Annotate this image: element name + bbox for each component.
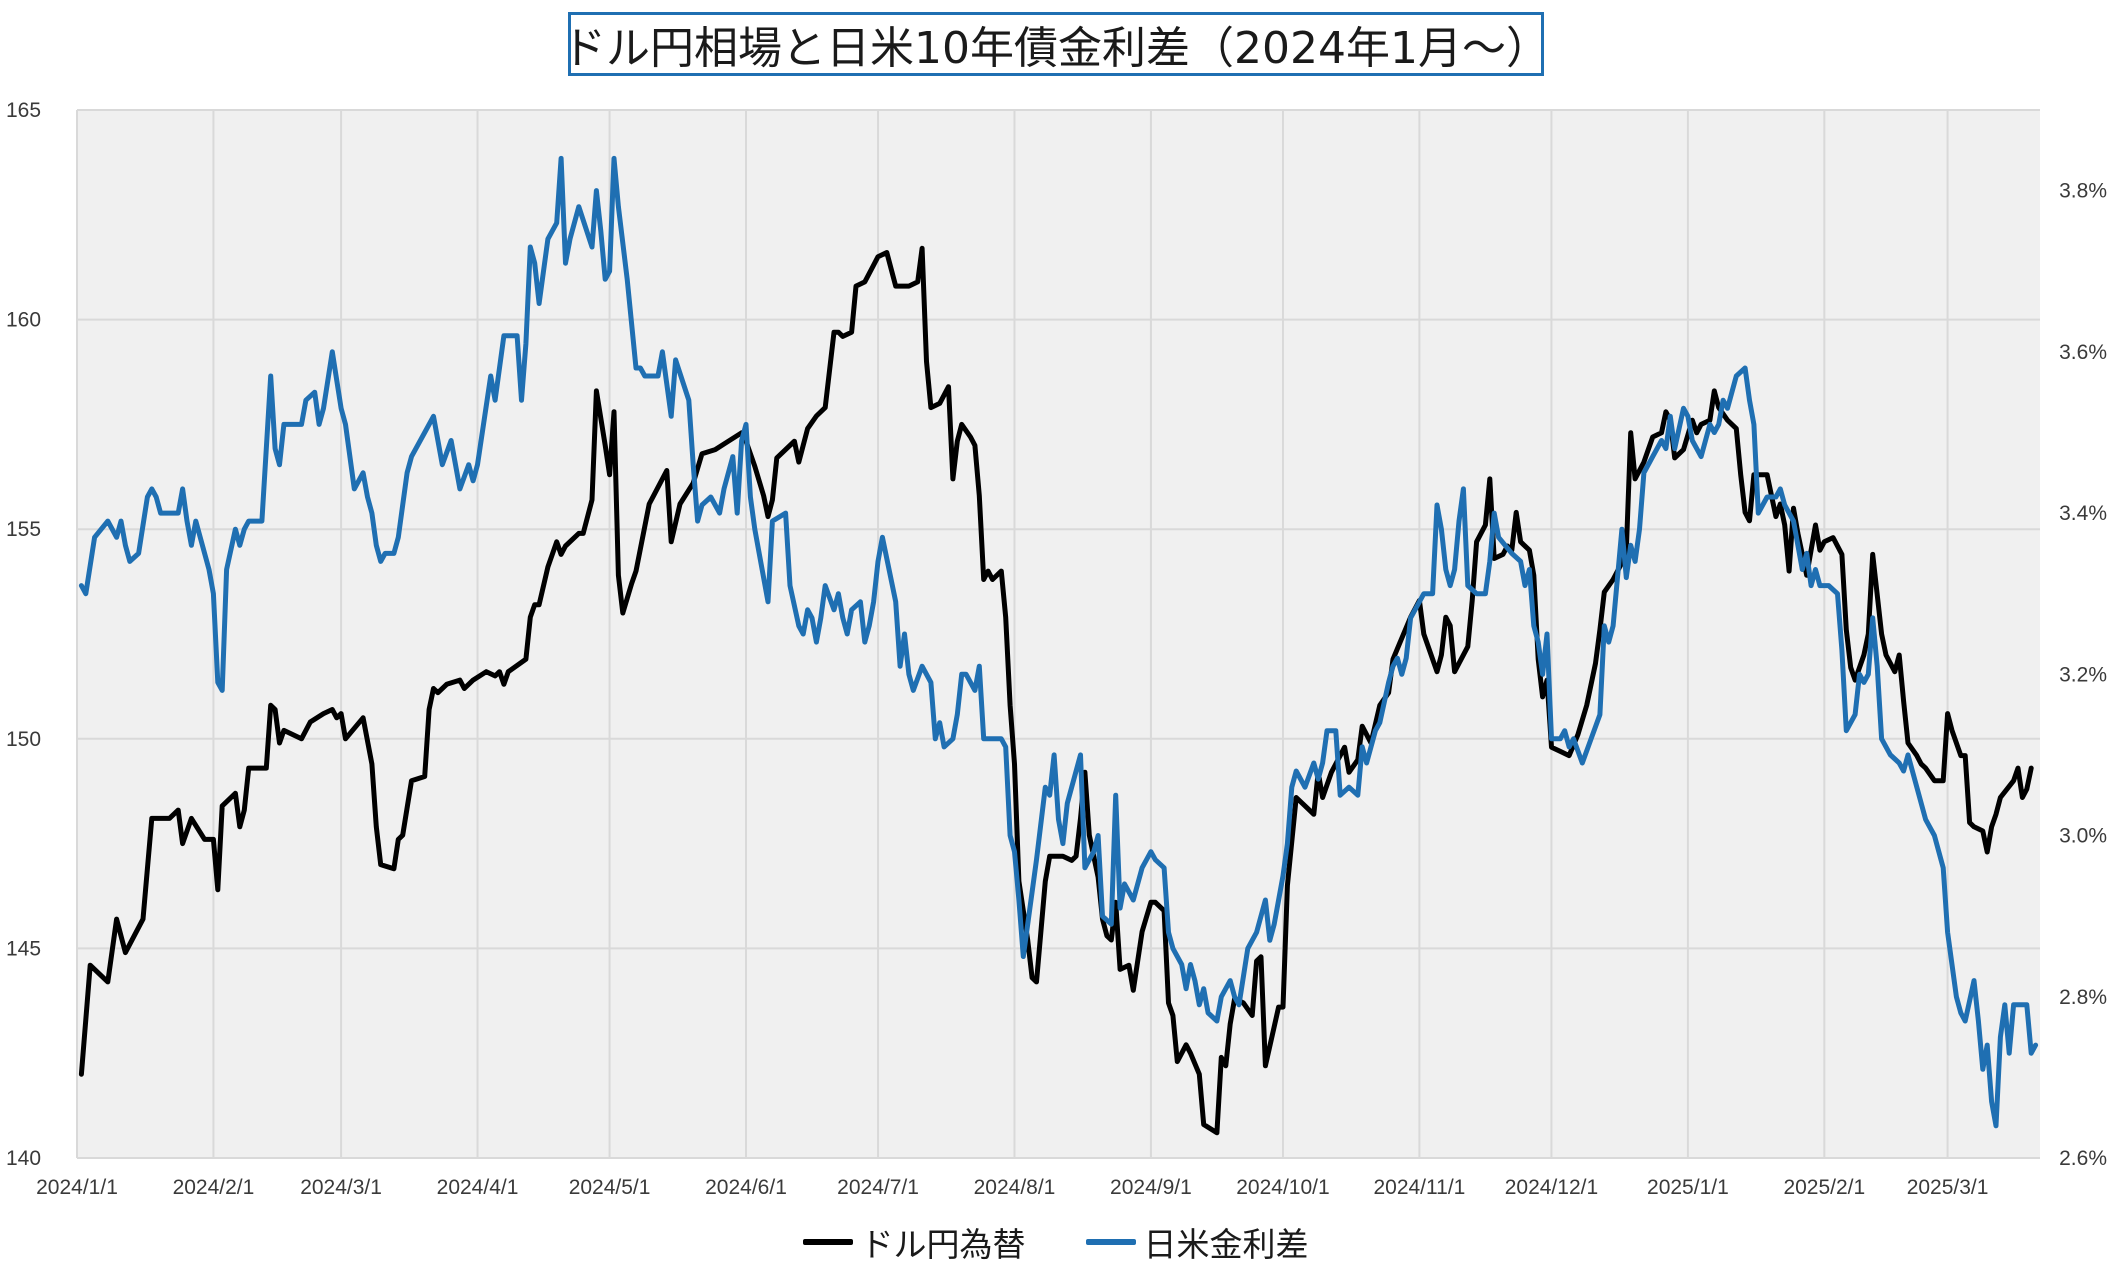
y-left-tick-label: 155	[6, 518, 41, 541]
y-right-tick-label: 3.0%	[2059, 825, 2107, 848]
x-tick-label: 2024/1/1	[36, 1176, 118, 1199]
y-left-tick-label: 145	[6, 937, 41, 960]
x-tick-label: 2024/12/1	[1505, 1176, 1598, 1199]
series-line-rate-diff	[78, 155, 2039, 1129]
x-tick-label: 2024/10/1	[1236, 1176, 1329, 1199]
y-axis-right: 2.6% 2.8% 3.0% 3.2% 3.4% 3.6% 3.8%	[2059, 180, 2107, 1170]
x-tick-label: 2024/4/1	[437, 1176, 519, 1199]
series-line-usdjpy	[78, 245, 2034, 1136]
legend-label-rate-diff: 日米金利差	[1143, 1225, 1309, 1264]
x-tick-label: 2024/2/1	[173, 1176, 255, 1199]
x-tick-label: 2024/3/1	[300, 1176, 382, 1199]
y-left-tick-label: 165	[6, 99, 41, 122]
grid	[76, 109, 2040, 1159]
legend-swatch-usdjpy	[802, 1239, 853, 1245]
x-tick-label: 2024/7/1	[837, 1176, 919, 1199]
x-tick-label: 2024/6/1	[705, 1176, 787, 1199]
x-tick-label: 2024/5/1	[569, 1176, 651, 1199]
x-tick-label: 2024/8/1	[974, 1176, 1056, 1199]
plot-area	[77, 110, 2040, 1158]
legend-swatch-rate-diff	[1085, 1239, 1136, 1245]
y-axis-left: 140 145 150 155 160 165	[6, 99, 41, 1170]
legend-item-usdjpy: ドル円為替	[802, 1218, 1026, 1266]
x-tick-label: 2025/2/1	[1783, 1176, 1865, 1199]
chart-title: ドル円相場と日米10年債金利差（2024年1月～）	[562, 12, 1550, 76]
y-right-tick-label: 2.6%	[2059, 1147, 2107, 1170]
x-tick-label: 2025/3/1	[1907, 1176, 1989, 1199]
y-right-tick-label: 2.8%	[2059, 986, 2107, 1009]
x-tick-label: 2024/9/1	[1110, 1176, 1192, 1199]
y-right-tick-label: 3.4%	[2059, 502, 2107, 525]
x-tick-label: 2025/1/1	[1647, 1176, 1729, 1199]
x-tick-label: 2024/11/1	[1373, 1176, 1465, 1199]
x-axis: 2024/1/1 2024/2/1 2024/3/1 2024/4/1 2024/5/1…	[36, 1176, 1988, 1199]
y-right-tick-label: 3.8%	[2059, 180, 2107, 203]
legend-label-usdjpy: ドル円為替	[860, 1225, 1026, 1264]
y-right-tick-label: 3.2%	[2059, 663, 2107, 686]
y-left-tick-label: 140	[6, 1147, 41, 1170]
legend-item-rate-diff: 日米金利差	[1085, 1218, 1309, 1266]
y-right-tick-label: 3.6%	[2059, 341, 2107, 364]
legend: ドル円為替 日米金利差	[0, 1222, 2111, 1264]
y-left-tick-label: 150	[6, 728, 41, 751]
y-left-tick-label: 160	[6, 309, 41, 332]
series-group	[78, 155, 2039, 1136]
